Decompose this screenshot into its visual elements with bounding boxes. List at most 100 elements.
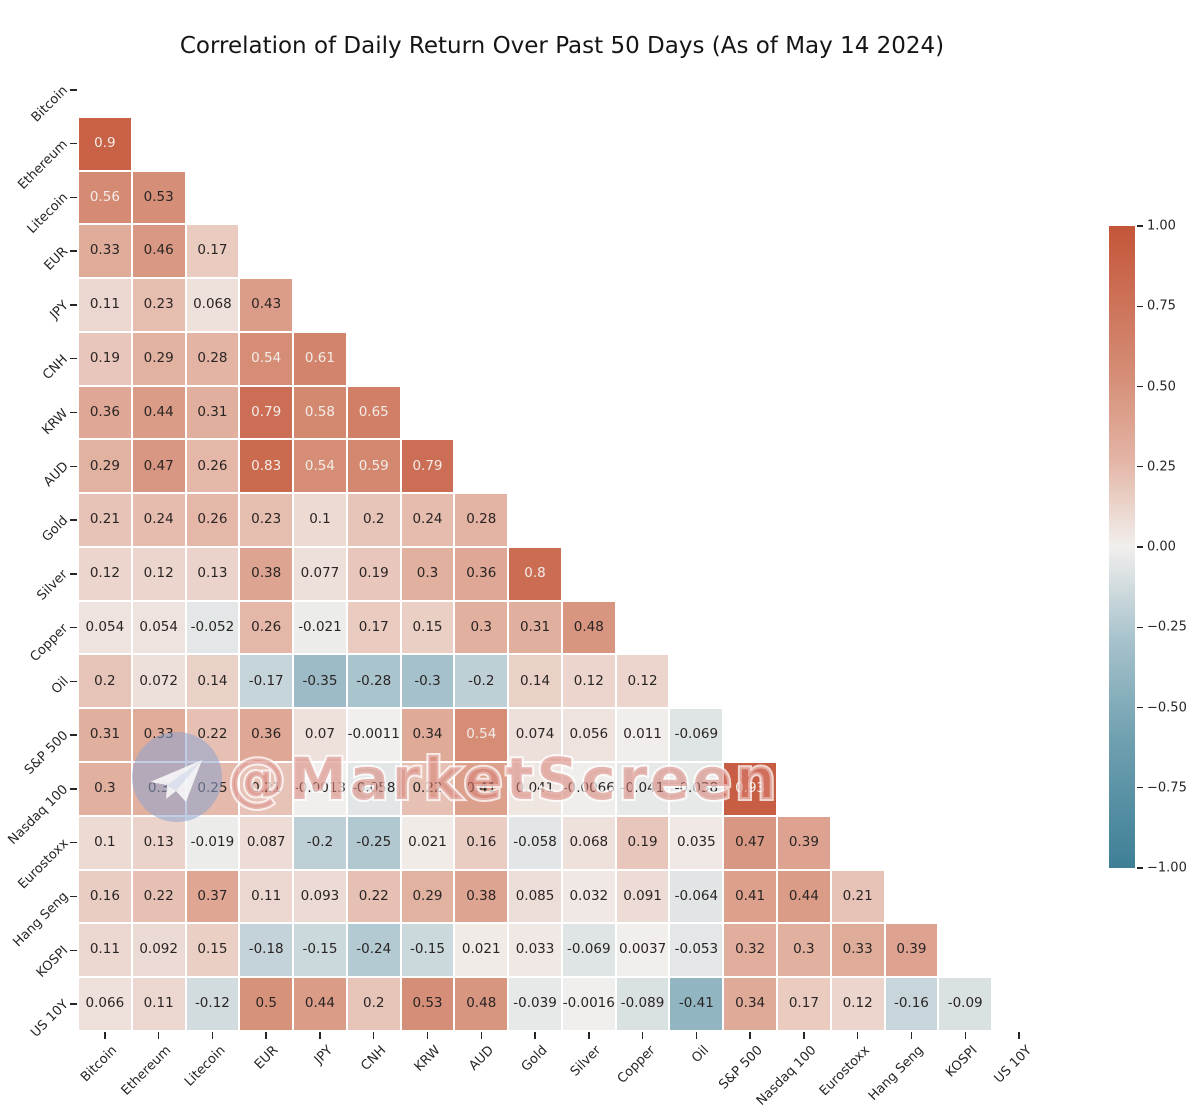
- heatmap-cell-Nasdaq 100-Oil: -0.038: [670, 763, 723, 815]
- heatmap-cell-US 10Y-S&P 500: 0.34: [724, 978, 776, 1030]
- x-tick-label-Copper: Copper: [614, 1042, 659, 1087]
- heatmap-cell-KOSPI-S&P 500: 0.32: [724, 924, 776, 977]
- y-tick-mark: [70, 680, 77, 683]
- y-tick-mark: [70, 142, 77, 145]
- x-tick-mark: [211, 1031, 214, 1039]
- heatmap-cell-Eurostoxx-JPY: -0.2: [294, 816, 346, 869]
- heatmap-cell-Silver-Gold: 0.8: [509, 547, 561, 600]
- heatmap-cell-Copper-Gold: 0.31: [509, 601, 561, 654]
- heatmap-cell-US 10Y-AUD: 0.48: [455, 978, 508, 1030]
- heatmap-cell-Hang Seng-Litecoin: 0.37: [186, 870, 239, 923]
- y-tick-label-Litecoin: Litecoin: [24, 190, 72, 238]
- heatmap-cell-S&P 500-EUR: 0.36: [240, 709, 293, 761]
- heatmap-cell-S&P 500-Litecoin: 0.22: [186, 709, 239, 761]
- heatmap-cell-Oil-AUD: -0.2: [455, 655, 508, 708]
- heatmap-cell-Hang Seng-Ethereum: 0.22: [132, 870, 185, 923]
- x-tick-mark: [480, 1031, 482, 1039]
- colorbar-tick-label: −1.00: [1147, 860, 1187, 876]
- y-tick-label-S&P 500: S&P 500: [21, 728, 72, 778]
- heatmap-cell-CNH-JPY: 0.61: [294, 332, 346, 385]
- heatmap-cell-Gold-CNH: 0.2: [347, 494, 400, 546]
- heatmap-cell-Eurostoxx-Bitcoin: 0.1: [79, 816, 131, 869]
- heatmap-cell-KOSPI-Gold: 0.033: [509, 924, 561, 977]
- heatmap-cell-Eurostoxx-Oil: 0.035: [670, 816, 723, 869]
- chart-title: Correlation of Daily Return Over Past 50…: [179, 33, 945, 59]
- heatmap-cell-US 10Y-CNH: 0.2: [347, 978, 400, 1030]
- x-tick-mark: [319, 1031, 321, 1039]
- heatmap-cell-EUR-Litecoin: 0.17: [186, 225, 239, 278]
- x-tick-label-S&P 500: S&P 500: [716, 1042, 766, 1093]
- heatmap-cell-Nasdaq 100-Ethereum: 0.3: [132, 763, 185, 815]
- y-tick-mark: [70, 519, 77, 521]
- heatmap-cell-Nasdaq 100-AUD: 0.41: [455, 763, 508, 815]
- x-tick-label-US 10Y: US 10Y: [991, 1042, 1035, 1087]
- heatmap-cell-Copper-Ethereum: 0.054: [132, 601, 185, 654]
- heatmap-cell-Eurostoxx-Gold: -0.058: [509, 816, 561, 869]
- y-tick-label-Bitcoin: Bitcoin: [29, 83, 72, 126]
- y-tick-mark: [70, 895, 77, 898]
- heatmap-cell-Oil-Copper: 0.12: [616, 655, 669, 708]
- y-tick-mark: [70, 304, 77, 306]
- heatmap-cell-Gold-Bitcoin: 0.21: [79, 494, 131, 546]
- heatmap-cell-Copper-Litecoin: -0.052: [186, 601, 239, 654]
- heatmap-cell-CNH-Ethereum: 0.29: [132, 332, 185, 385]
- heatmap-cell-US 10Y-EUR: 0.5: [240, 978, 293, 1030]
- heatmap-cell-Hang Seng-Copper: 0.091: [616, 870, 669, 923]
- x-tick-label-Eurostoxx: Eurostoxx: [817, 1042, 874, 1099]
- heatmap-cell-US 10Y-JPY: 0.44: [294, 978, 346, 1030]
- heatmap-cell-Copper-EUR: 0.26: [240, 601, 293, 654]
- heatmap-cell-KRW-Ethereum: 0.44: [132, 386, 185, 439]
- heatmap-cell-Nasdaq 100-S&P 500: 0.93: [724, 763, 776, 815]
- heatmap-cell-Nasdaq 100-Gold: 0.041: [509, 763, 561, 815]
- heatmap-cell-EUR-Bitcoin: 0.33: [79, 225, 131, 278]
- heatmap-cell-JPY-Bitcoin: 0.11: [79, 279, 131, 331]
- heatmap-cell-Nasdaq 100-Silver: -0.0066: [563, 763, 615, 815]
- colorbar-tick-mark: [1137, 466, 1143, 468]
- heatmap-cell-Eurostoxx-Silver: 0.068: [562, 816, 615, 869]
- heatmap-cell-Hang Seng-JPY: 0.093: [294, 870, 346, 923]
- x-tick-mark: [265, 1031, 267, 1039]
- heatmap-cell-Gold-AUD: 0.28: [455, 494, 508, 546]
- y-tick-label-Eurostoxx: Eurostoxx: [15, 835, 72, 892]
- heatmap-cell-Copper-CNH: 0.17: [347, 601, 400, 654]
- heatmap-cell-AUD-Ethereum: 0.47: [132, 440, 185, 493]
- colorbar-tick-mark: [1137, 385, 1143, 388]
- heatmap-cell-AUD-KRW: 0.79: [401, 440, 454, 493]
- heatmap-cell-Nasdaq 100-CNH: -0.058: [347, 763, 400, 815]
- heatmap-cell-AUD-CNH: 0.59: [347, 440, 400, 493]
- heatmap-cell-Copper-Silver: 0.48: [562, 601, 615, 654]
- colorbar-tick-mark: [1137, 787, 1143, 789]
- heatmap-cell-Oil-Ethereum: 0.072: [132, 655, 185, 708]
- heatmap-cell-Silver-Ethereum: 0.12: [132, 547, 185, 600]
- heatmap-cell-Nasdaq 100-Copper: -0.041: [616, 763, 669, 815]
- heatmap-cell-KRW-Litecoin: 0.31: [186, 386, 239, 439]
- x-tick-mark: [641, 1031, 644, 1039]
- heatmap-cell-KOSPI-JPY: -0.15: [294, 924, 346, 977]
- x-tick-label-KOSPI: KOSPI: [943, 1042, 981, 1081]
- y-tick-mark: [70, 1003, 77, 1005]
- x-tick-label-Ethereum: Ethereum: [118, 1042, 175, 1099]
- heatmap-cell-AUD-Litecoin: 0.26: [186, 440, 239, 493]
- colorbar-tick-label: 0.75: [1147, 298, 1176, 314]
- heatmap-cell-KRW-EUR: 0.79: [240, 386, 293, 439]
- heatmap-cell-Hang Seng-Oil: -0.064: [670, 870, 723, 923]
- y-tick-mark: [70, 358, 77, 360]
- heatmap-cell-Silver-Bitcoin: 0.12: [79, 547, 131, 600]
- heatmap-cell-Gold-EUR: 0.23: [240, 494, 293, 546]
- heatmap-cell-Eurostoxx-Nasdaq 100: 0.39: [778, 816, 830, 869]
- heatmap-cell-KOSPI-Eurostoxx: 0.33: [831, 924, 884, 977]
- heatmap-cell-Eurostoxx-EUR: 0.087: [240, 816, 293, 869]
- heatmap-cell-S&P 500-Copper: 0.011: [616, 709, 669, 761]
- heatmap-cell-US 10Y-Ethereum: 0.11: [132, 978, 185, 1030]
- y-tick-mark: [70, 949, 77, 951]
- heatmap-cell-KRW-CNH: 0.65: [347, 386, 400, 439]
- heatmap-cell-JPY-Litecoin: 0.068: [186, 279, 239, 331]
- heatmap-cell-Hang Seng-S&P 500: 0.41: [724, 870, 776, 923]
- y-tick-label-US 10Y: US 10Y: [27, 997, 72, 1041]
- heatmap-cell-US 10Y-Nasdaq 100: 0.17: [778, 978, 830, 1030]
- heatmap-cell-Gold-Ethereum: 0.24: [132, 494, 185, 546]
- x-tick-mark: [426, 1031, 429, 1039]
- heatmap-cell-Litecoin-Bitcoin: 0.56: [79, 171, 131, 224]
- x-tick-label-Silver: Silver: [568, 1042, 605, 1080]
- heatmap-cell-CNH-EUR: 0.54: [240, 332, 293, 385]
